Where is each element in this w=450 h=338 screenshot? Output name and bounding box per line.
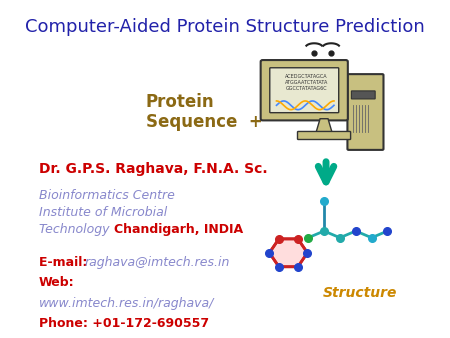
Text: Web:: Web: <box>39 276 74 289</box>
FancyBboxPatch shape <box>270 68 339 113</box>
Text: Structure: Structure <box>323 286 397 300</box>
Text: Computer-Aided Protein Structure Prediction: Computer-Aided Protein Structure Predict… <box>25 18 425 36</box>
Text: Bioinformatics Centre: Bioinformatics Centre <box>39 189 175 202</box>
Polygon shape <box>270 239 307 267</box>
Text: Technology: Technology <box>39 223 113 236</box>
FancyBboxPatch shape <box>351 91 375 99</box>
Text: ACEDGCTATAGCA: ACEDGCTATAGCA <box>285 74 328 79</box>
FancyBboxPatch shape <box>261 60 348 120</box>
Text: Chandigarh, INDIA: Chandigarh, INDIA <box>114 223 243 236</box>
Text: GGCCTATATAG6C: GGCCTATATAG6C <box>285 87 327 91</box>
Text: Institute of Microbial: Institute of Microbial <box>39 206 167 219</box>
Text: ATGGAATCTATATA: ATGGAATCTATATA <box>284 80 328 86</box>
Text: Protein
Sequence  +: Protein Sequence + <box>146 93 262 131</box>
Text: E-mail:: E-mail: <box>39 256 91 269</box>
Text: raghava@imtech.res.in: raghava@imtech.res.in <box>84 256 230 269</box>
Text: Dr. G.P.S. Raghava, F.N.A. Sc.: Dr. G.P.S. Raghava, F.N.A. Sc. <box>39 162 267 176</box>
Polygon shape <box>316 119 332 132</box>
Text: www.imtech.res.in/raghava/: www.imtech.res.in/raghava/ <box>39 296 214 310</box>
FancyBboxPatch shape <box>347 74 383 150</box>
Text: Phone: +01-172-690557: Phone: +01-172-690557 <box>39 317 209 330</box>
FancyBboxPatch shape <box>297 131 351 140</box>
